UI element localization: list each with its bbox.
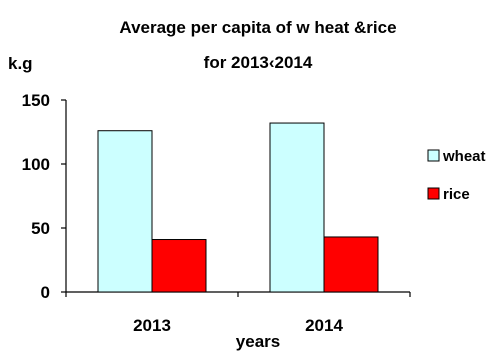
x-axis-label: years xyxy=(236,332,280,351)
chart-title-line2: for 2013‹2014 xyxy=(204,53,313,72)
bar-rice-2013 xyxy=(151,239,207,293)
legend-label-wheat: wheat xyxy=(442,148,486,165)
legend: wheat rice xyxy=(427,148,486,203)
y-tick-label: 50 xyxy=(31,219,50,238)
y-tick-label: 150 xyxy=(22,91,50,110)
legend-swatch-wheat xyxy=(427,149,440,162)
legend-swatch-rice xyxy=(427,187,440,200)
bar-wheat-2013 xyxy=(97,130,153,293)
x-tick-label: 2014 xyxy=(305,316,343,335)
legend-label-rice: rice xyxy=(443,186,470,203)
chart-title-line1: Average per capita of w heat &rice xyxy=(119,18,396,37)
y-axis-label: k.g xyxy=(8,54,33,73)
x-tick-label: 2013 xyxy=(133,316,171,335)
plot-area: 0 50 100 150 2013 2014 xyxy=(22,91,411,335)
y-tick-label: 100 xyxy=(22,155,50,174)
bar-wheat-2014 xyxy=(269,122,325,293)
bar-rice-2014 xyxy=(323,236,379,293)
y-tick-label: 0 xyxy=(41,283,50,302)
